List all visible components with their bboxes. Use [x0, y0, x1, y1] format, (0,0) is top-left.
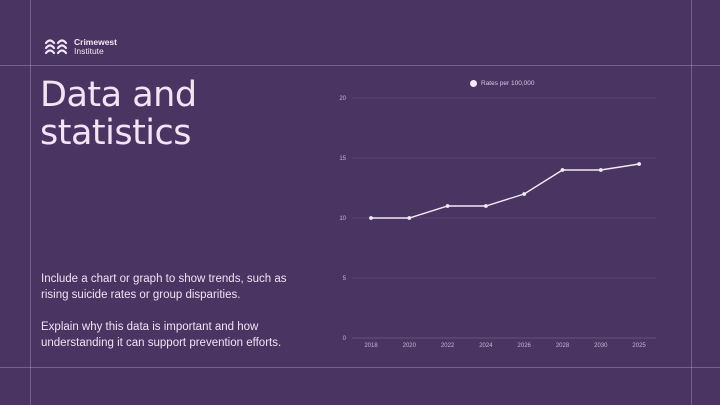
title-line2: statistics — [40, 113, 192, 153]
y-tick-label: 15 — [339, 156, 346, 162]
legend-marker-icon — [470, 80, 477, 87]
data-point — [369, 216, 373, 220]
series-line — [371, 163, 640, 219]
chart-legend: Rates per 100,000 — [470, 80, 534, 87]
y-tick-label: 0 — [343, 336, 347, 342]
data-point — [598, 168, 603, 172]
paragraph-importance: Explain why this data is important and h… — [41, 321, 282, 349]
brand-name-line1: Crimewest — [74, 36, 117, 47]
data-point — [637, 162, 641, 166]
waves-logo-icon — [44, 39, 68, 55]
guide-line-right — [691, 0, 692, 405]
x-tick-label: 2030 — [594, 343, 608, 349]
y-tick-label: 20 — [339, 96, 346, 102]
brand-name: Crimewest Institute — [74, 36, 117, 56]
x-tick-label: 2022 — [441, 343, 455, 349]
title-line1: Data and — [40, 75, 197, 115]
data-point — [522, 192, 527, 196]
guide-line-top — [0, 65, 720, 66]
data-point — [484, 204, 488, 208]
y-tick-label: 10 — [339, 216, 346, 222]
paragraph-trends: Include a chart or graph to show trends,… — [41, 273, 287, 301]
brand-logo: Crimewest Institute — [44, 37, 117, 56]
x-tick-label: 2024 — [479, 343, 493, 349]
x-tick-label: 2018 — [364, 343, 378, 349]
data-point — [560, 168, 565, 172]
legend-label: Rates per 100,000 — [481, 80, 535, 87]
x-tick-label: 2025 — [632, 343, 646, 349]
guide-line-bottom — [0, 367, 720, 368]
x-tick-label: 2028 — [556, 343, 570, 349]
brand-name-line2: Institute — [74, 45, 104, 56]
data-point — [445, 204, 450, 208]
guide-line-left — [30, 0, 31, 405]
data-point — [407, 216, 412, 220]
y-tick-label: 5 — [343, 276, 347, 282]
x-tick-label: 2026 — [518, 343, 532, 349]
line-chart: Rates per 100,000 0 5 10 15 20 2018 2020 2022 20… — [330, 75, 670, 360]
page-title: Data and statistics — [40, 76, 197, 152]
x-tick-label: 2020 — [403, 343, 417, 349]
chart-plot-area: 0 5 10 15 20 2018 2020 2022 2024 2026 2028 2030 2025 — [339, 96, 656, 349]
body-text: Include a chart or graph to show trends,… — [41, 271, 301, 367]
